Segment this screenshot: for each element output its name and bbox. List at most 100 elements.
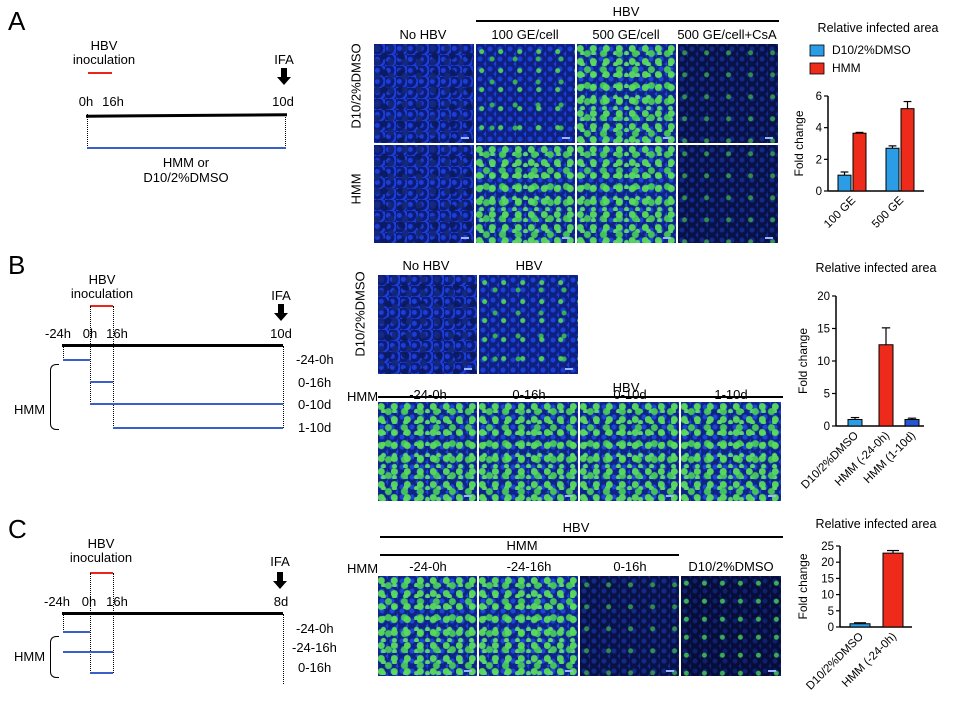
y-tick-label: 15 [821,573,834,585]
column-label: 500 GE/cell [592,27,660,42]
y-axis-label: Fold change [792,110,806,176]
legend-swatch [809,62,825,75]
micrograph [478,401,579,502]
time-end: 8d [273,594,289,609]
row-label: HMM [347,389,379,404]
column-label: 0-10d [613,387,647,402]
chart-title: Relative infected area [816,517,937,531]
micrograph [475,43,576,144]
treatment-bar [63,651,113,653]
time-end: 10d [270,326,292,341]
y-tick-label: 25 [821,541,834,553]
hmm-brace [50,636,59,678]
timeline-c: HBV inoculation -24h 0h 16h IFA 8d -24-0… [0,514,340,704]
time-16h: 16h [106,594,128,609]
dotted-guide [63,346,64,360]
treatment-label: 0-10d [298,397,332,412]
treatment-bar [63,631,90,633]
micrograph [377,401,478,502]
bar [882,552,904,628]
column-label: 0-16h [512,387,546,402]
micrograph [377,274,478,375]
dotted-guide [283,614,284,684]
hmm-bracket [380,554,679,556]
timeline-a: HBV inoculation 0h 16h IFA 10d HMM or D1… [0,0,330,230]
ifa-label: IFA [271,288,291,303]
micrograph [478,274,579,375]
bar [847,419,863,427]
x-tick-label: 500 GE [870,194,906,230]
bar [900,108,915,192]
y-tick-label: 5 [824,389,830,401]
panel-label-b: B [8,250,26,280]
hmm-header: HMM [506,538,538,553]
column-label: -24-0h [409,387,447,402]
row-label: D10/2%DMSO [348,43,364,129]
bar [878,344,894,427]
y-tick-label: 15 [817,324,830,336]
micrograph [576,43,677,144]
timeline-axis [62,612,283,615]
column-label: D10/2%DMSO [688,559,774,574]
dotted-guide [90,573,91,673]
bar [852,132,867,192]
timeline-axis [85,113,288,118]
treatment-bar [90,403,283,405]
y-tick-label: 2 [816,154,822,166]
micrograph [579,575,680,677]
ifa-label: IFA [270,554,290,569]
hmm-brace [50,364,59,430]
ifa-label: IFA [274,52,294,67]
column-label: 0-16h [613,559,647,574]
treatment-bar [63,359,90,361]
bar-chart-b: Relative infected area 0 5 10 15 20 Fold chang… [796,261,937,491]
time-m24h: -24h [44,326,72,341]
bar [837,174,852,192]
hbv-header: HBV [562,520,590,535]
y-tick-label: 5 [828,606,834,618]
x-tick-label: 100 GE [822,194,858,230]
hbv-header: HBV [612,380,640,395]
dotted-guide [113,573,114,673]
x-tick-label: D10/2%DMSO [804,631,866,693]
image-grid-c: HBV HMM HMM -24-0h -24-16h 0-16h D10/2%D… [340,514,790,694]
treatment-label: -24-0h [296,352,334,367]
time-m24h: -24h [43,594,71,609]
row-label: HMM [348,173,364,205]
column-label: 1-10d [714,387,748,402]
bar [885,147,900,192]
y-tick-label: 6 [816,91,822,103]
hbv-bracket [378,396,783,398]
treatment-label: D10/2%DMSO [143,170,229,185]
column-label: -24-16h [506,559,552,574]
column-label: -24-0h [409,559,447,574]
hbv-label: HBV [88,272,116,287]
hbv-header: HBV [612,4,640,19]
panel-label-a: A [8,6,26,36]
row-label: D10/2%DMSO [352,271,368,357]
chart-title: Relative infected area [816,261,937,275]
micrograph [478,575,579,677]
panel-label-c: C [8,514,27,544]
treatment-label: 1-10d [298,420,332,435]
treatment-bar [90,672,113,674]
column-label: 100 GE/cell [491,27,559,42]
legend-label: D10/2%DMSO [832,43,911,57]
treatment-label: -24-0h [296,621,334,636]
micrograph [373,43,475,144]
column-label: HBV [515,258,543,273]
micrograph [680,401,782,502]
bar-chart-c: Relative infected area 0 5 10 15 20 25 Fold cha… [796,517,937,693]
micrograph [677,144,779,244]
column-label: No HBV [402,258,450,273]
treatment-label: 0-16h [298,660,332,675]
hbv-label: HBV [90,38,118,53]
time-16h: 16h [102,94,124,109]
dotted-guide [283,346,284,428]
micrograph [677,43,779,144]
treatment-label: -24-16h [292,640,337,655]
row-label: HMM [347,561,379,576]
dotted-guide [63,614,64,632]
timeline-b: HBV inoculation -24h 0h 16h IFA 10d -24-… [0,250,340,450]
y-axis-label: Fold change [796,553,810,619]
